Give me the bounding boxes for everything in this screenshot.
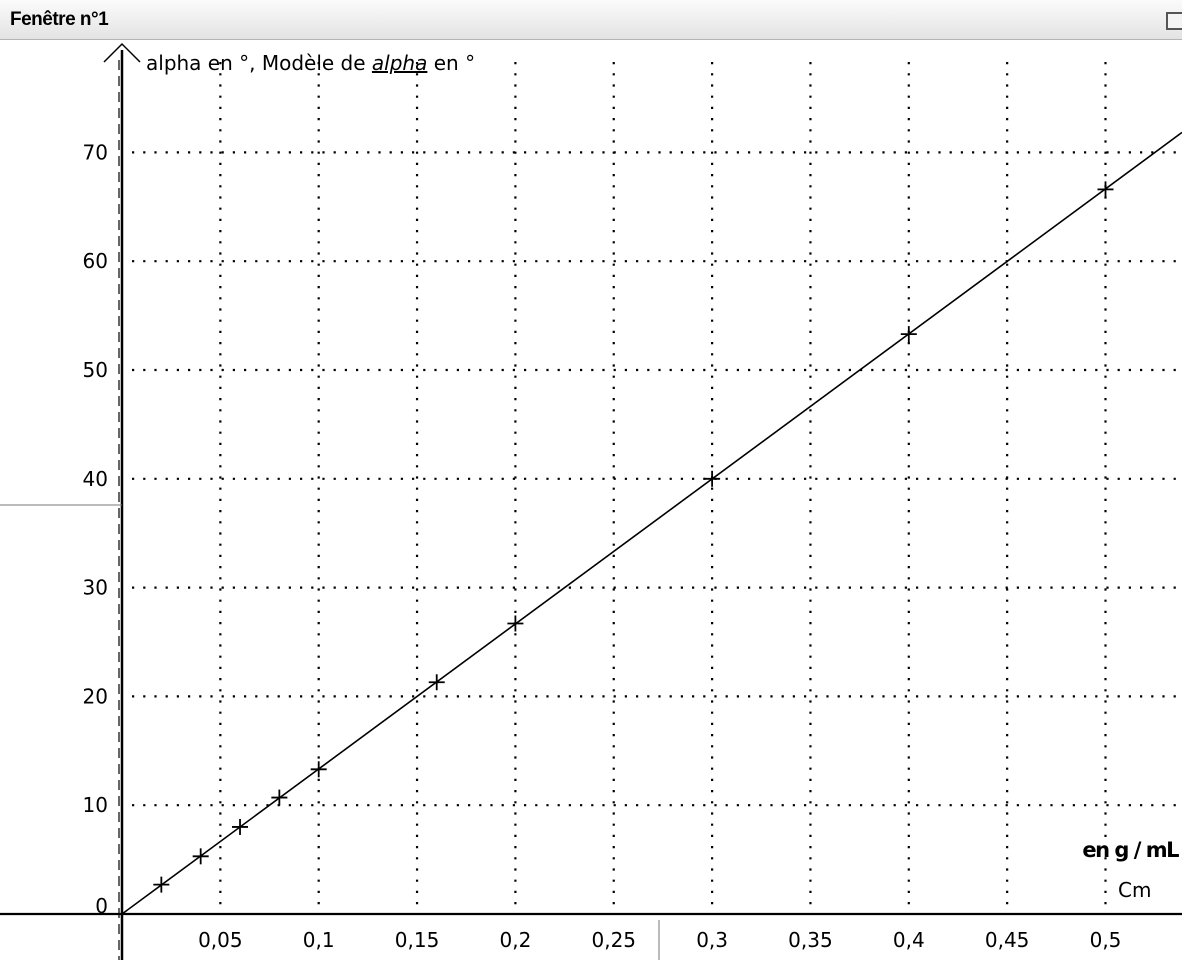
axes-layer xyxy=(0,42,1182,960)
y-tick-label: 30 xyxy=(83,576,108,600)
tick-labels: 0,05 0,1 0,15 0,2 0,25 0,3 0,35 0,4 0,45 0,5 0 10 20… xyxy=(83,140,1122,952)
x-tick-label: 0,45 xyxy=(985,928,1030,952)
window-titlebar[interactable]: Fenêtre n°1 xyxy=(0,0,1182,40)
model-line xyxy=(121,131,1182,915)
data-point xyxy=(232,818,249,835)
y-tick-label: 70 xyxy=(83,140,108,164)
x-tick-label: 0,3 xyxy=(696,928,728,952)
y-tick-label: 40 xyxy=(83,467,108,491)
x-axis-label: Cm xyxy=(1118,878,1151,902)
x-tick-label: 0,05 xyxy=(198,928,243,952)
data-point xyxy=(507,615,524,632)
y-tick-label: 60 xyxy=(83,249,108,273)
data-point xyxy=(153,876,170,893)
window-title: Fenêtre n°1 xyxy=(10,9,109,30)
axis-labels: alpha en °, Modèle de alpha en ° en g / … xyxy=(146,51,1181,902)
data-points xyxy=(153,181,1114,893)
x-axis-unit-label: en g / mL xyxy=(1082,838,1179,862)
y-tick-label: 10 xyxy=(83,793,108,817)
data-point xyxy=(428,674,445,691)
x-tick-label: 0,2 xyxy=(499,928,531,952)
grid-layer xyxy=(132,62,1182,912)
x-tick-label: 0,4 xyxy=(893,928,925,952)
data-point xyxy=(310,761,327,778)
data-point xyxy=(271,789,288,806)
x-tick-label: 0,5 xyxy=(1090,928,1122,952)
y-axis-label: alpha en °, Modèle de alpha en ° xyxy=(146,51,475,75)
data-point xyxy=(192,848,209,865)
data-point xyxy=(704,470,721,487)
x-tick-label: 0,25 xyxy=(591,928,636,952)
y-tick-label: 0 xyxy=(95,894,108,918)
data-point xyxy=(1097,181,1114,198)
maximize-icon[interactable] xyxy=(1166,12,1182,30)
x-tick-label: 0,1 xyxy=(303,928,335,952)
x-tick-label: 0,35 xyxy=(788,928,833,952)
model-layer xyxy=(121,131,1182,915)
y-tick-label: 20 xyxy=(83,684,108,708)
x-tick-label: 0,15 xyxy=(395,928,440,952)
y-axis-arrow xyxy=(103,42,141,63)
y-tick-label: 50 xyxy=(83,358,108,382)
data-point xyxy=(900,326,917,343)
